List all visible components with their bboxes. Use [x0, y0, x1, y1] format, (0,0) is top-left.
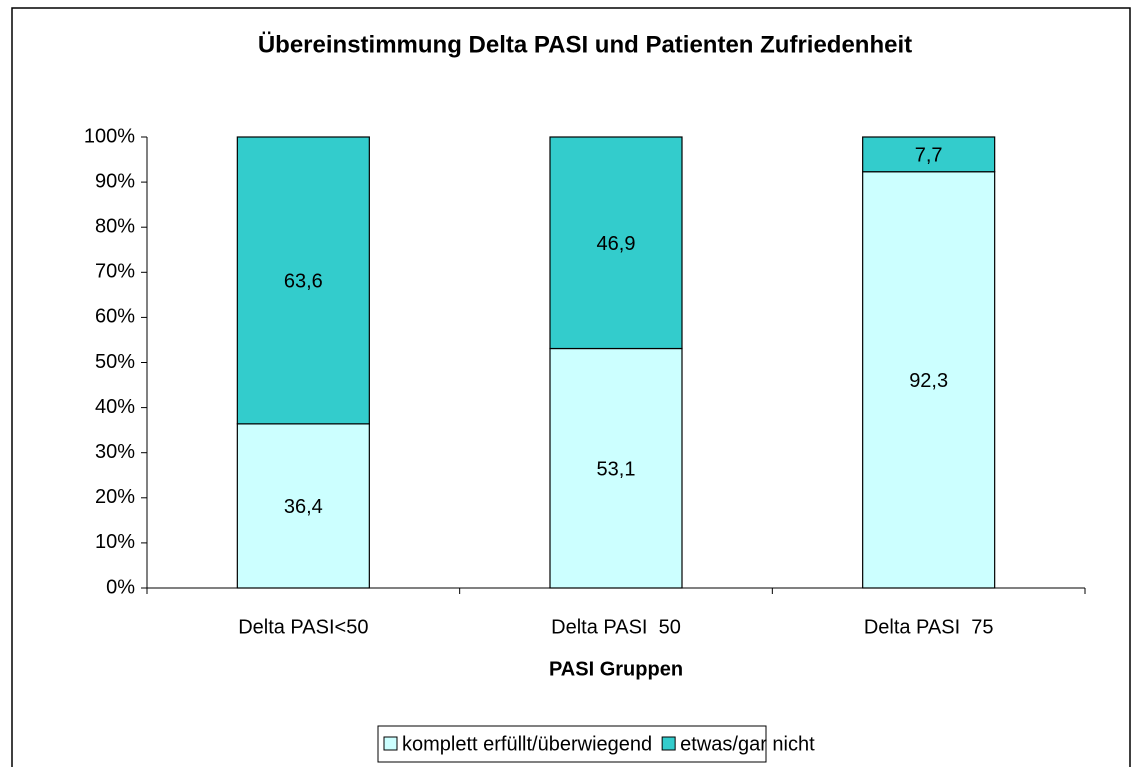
y-tick-label: 0% — [106, 576, 135, 598]
y-tick-label: 30% — [95, 441, 135, 463]
y-tick-label: 70% — [95, 261, 135, 283]
y-tick-label: 100% — [84, 125, 135, 147]
x-tick-label: Delta PASI 50 — [551, 616, 681, 638]
legend-label: etwas/gar nicht — [680, 733, 815, 755]
y-tick-label: 50% — [95, 351, 135, 373]
data-label: 63,6 — [284, 271, 323, 293]
data-label: 36,4 — [284, 496, 323, 518]
legend-box — [377, 725, 767, 763]
y-tick-label: 20% — [95, 486, 135, 508]
x-axis-label: PASI Gruppen — [549, 658, 683, 680]
y-tick-label: 60% — [95, 306, 135, 328]
data-label: 92,3 — [909, 370, 948, 392]
legend-label: komplett erfüllt/überwiegend — [402, 733, 652, 755]
x-tick-label: Delta PASI<50 — [238, 616, 368, 638]
data-label: 53,1 — [597, 459, 636, 481]
bar-segment — [236, 423, 370, 589]
x-tick-label: Delta PASI 75 — [864, 616, 994, 638]
legend-swatch — [383, 736, 398, 751]
bar-segment — [549, 136, 683, 350]
data-label: 7,7 — [915, 145, 943, 167]
data-label: 46,9 — [597, 233, 636, 255]
y-tick-label: 90% — [95, 170, 135, 192]
chart-title: Übereinstimmung Delta PASI und Patienten… — [258, 31, 912, 58]
y-tick-label: 10% — [95, 531, 135, 553]
bar-segment — [862, 136, 996, 173]
y-tick-label: 80% — [95, 215, 135, 237]
bar-segment — [862, 171, 996, 589]
bar-segment — [236, 136, 370, 425]
legend-swatch — [661, 736, 676, 751]
y-tick-label: 40% — [95, 396, 135, 418]
